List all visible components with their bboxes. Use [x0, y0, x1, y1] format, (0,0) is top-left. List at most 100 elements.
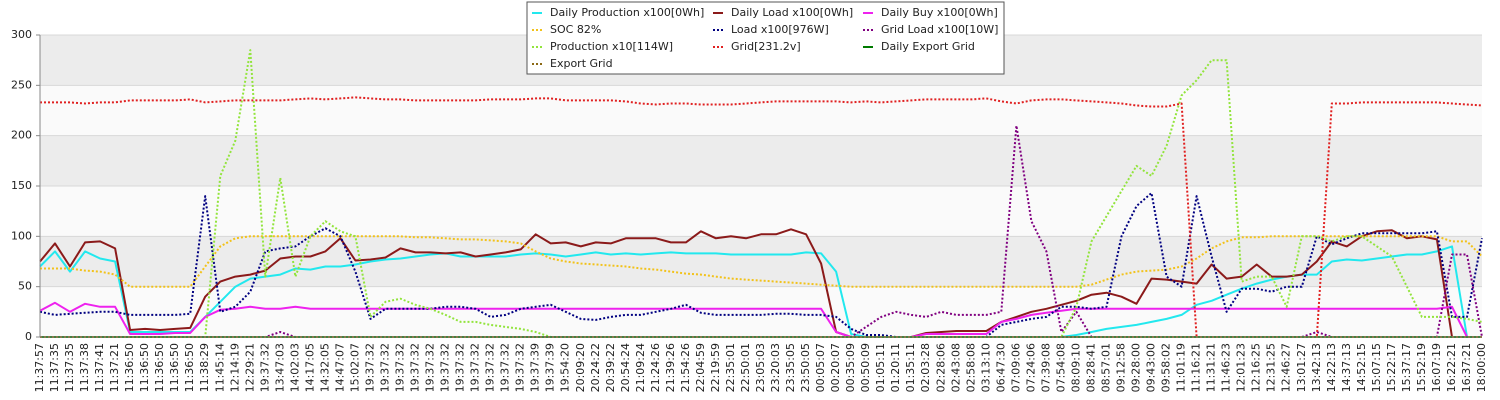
series-line: [40, 96, 1483, 338]
x-tick-label: 03:13:10: [979, 343, 992, 392]
x-tick-label: 02:43:08: [949, 343, 962, 392]
x-tick-label: 20:39:22: [604, 343, 617, 392]
x-tick-label: 11:36:50: [183, 343, 196, 392]
x-tick-label: 15:37:17: [1400, 343, 1413, 392]
x-tick-label: 01:05:11: [874, 343, 887, 392]
x-tick-label: 15:07:15: [1370, 343, 1383, 392]
x-tick-label: 20:24:22: [589, 343, 602, 392]
legend-label: Load x100[976W]: [731, 23, 829, 36]
x-tick-label: 11:37:57: [33, 343, 46, 392]
x-tick-label: 18:00:00: [1475, 343, 1488, 392]
x-tick-label: 11:36:50: [153, 343, 166, 392]
x-tick-label: 21:39:26: [664, 343, 677, 392]
y-tick-label: 100: [11, 229, 32, 242]
x-tick-label: 11:37:35: [48, 343, 61, 392]
x-tick-label: 14:22:13: [1325, 343, 1338, 392]
x-tick-label: 23:50:05: [799, 343, 812, 392]
x-tick-label: 11:37:41: [93, 343, 106, 392]
x-tick-label: 12:46:27: [1280, 343, 1293, 392]
x-tick-label: 11:37:21: [108, 343, 121, 392]
x-tick-label: 22:19:59: [709, 343, 722, 392]
x-tick-label: 11:46:23: [1220, 343, 1233, 392]
x-tick-label: 11:37:35: [63, 343, 76, 392]
x-tick-label: 11:36:50: [123, 343, 136, 392]
x-tick-label: 12:14:19: [228, 343, 241, 392]
x-tick-label: 16:22:21: [1445, 343, 1458, 392]
x-tick-label: 19:37:32: [409, 343, 422, 392]
legend: Daily Production x100[0Wh] Daily Load x10…: [526, 1, 1005, 75]
x-tick-label: 06:47:30: [994, 343, 1007, 392]
x-tick-label: 14:52:15: [1355, 343, 1368, 392]
x-tick-label: 00:05:07: [814, 343, 827, 392]
x-tick-label: 09:58:02: [1160, 343, 1173, 392]
x-tick-label: 23:35:05: [784, 343, 797, 392]
x-tick-label: 02:28:06: [934, 343, 947, 392]
x-tick-label: 08:09:10: [1069, 343, 1082, 392]
x-tick-label: 13:01:27: [1295, 343, 1308, 392]
x-tick-label: 21:24:26: [649, 343, 662, 392]
y-tick-label: 50: [18, 280, 32, 293]
series-line: [40, 235, 1483, 288]
grid-band: [40, 85, 1482, 136]
legend-box: [526, 1, 1005, 75]
x-tick-label: 23:05:03: [754, 343, 767, 392]
x-tick-label: 09:28:00: [1130, 343, 1143, 392]
x-tick-label: 15:52:19: [1415, 343, 1428, 392]
x-tick-label: 23:20:03: [769, 343, 782, 392]
x-tick-label: 14:47:07: [333, 343, 346, 392]
x-tick-label: 20:54:24: [619, 343, 632, 392]
x-tick-label: 07:09:06: [1009, 343, 1022, 392]
x-tick-label: 11:01:19: [1175, 343, 1188, 392]
x-tick-label: 09:12:58: [1115, 343, 1128, 392]
x-tick-label: 11:36:50: [168, 343, 181, 392]
x-tick-label: 00:35:09: [844, 343, 857, 392]
x-tick-label: 00:50:09: [859, 343, 872, 392]
x-tick-label: 07:54:08: [1054, 343, 1067, 392]
x-tick-label: 12:16:25: [1250, 343, 1263, 392]
x-tick-label: 08:28:41: [1084, 343, 1097, 392]
x-tick-label: 11:16:21: [1190, 343, 1203, 392]
x-tick-label: 20:09:20: [574, 343, 587, 392]
grid-band: [40, 286, 1482, 337]
legend-label: Grid[231.2v]: [731, 40, 801, 53]
x-tick-label: 11:45:14: [213, 343, 226, 392]
grid-band: [40, 186, 1482, 237]
x-tick-label: 19:37:32: [363, 343, 376, 392]
x-tick-label: 14:37:13: [1340, 343, 1353, 392]
x-tick-label: 01:20:11: [889, 343, 902, 392]
legend-label: Production x10[114W]: [550, 40, 673, 53]
x-tick-label: 11:37:38: [78, 343, 91, 392]
x-tick-label: 19:54:20: [559, 343, 572, 392]
x-tick-label: 19:37:32: [424, 343, 437, 392]
legend-label: Daily Production x100[0Wh]: [550, 6, 704, 19]
x-tick-label: 19:37:32: [394, 343, 407, 392]
y-tick-label: 0: [25, 330, 32, 343]
legend-label: SOC 82%: [550, 23, 601, 36]
x-tick-label: 19:37:32: [469, 343, 482, 392]
legend-label: Export Grid: [550, 57, 613, 70]
x-tick-label: 11:38:29: [198, 343, 211, 392]
x-tick-label: 11:36:50: [138, 343, 151, 392]
x-tick-label: 19:37:32: [484, 343, 497, 392]
x-tick-label: 19:37:32: [454, 343, 467, 392]
series-line: [39, 301, 1482, 338]
x-tick-label: 22:35:01: [724, 343, 737, 392]
x-tick-label: 11:31:21: [1205, 343, 1218, 392]
x-tick-label: 01:35:11: [904, 343, 917, 392]
y-tick-label: 300: [11, 28, 32, 41]
x-tick-label: 07:39:08: [1039, 343, 1052, 392]
y-tick-label: 150: [11, 179, 32, 192]
legend-label: Daily Buy x100[0Wh]: [881, 6, 998, 19]
grid-band: [40, 135, 1482, 186]
y-tick-label: 200: [11, 129, 32, 142]
x-tick-label: 15:22:17: [1385, 343, 1398, 392]
x-tick-label: 14:17:05: [303, 343, 316, 392]
x-tick-label: 08:57:01: [1099, 343, 1112, 392]
x-tick-label: 22:50:01: [739, 343, 752, 392]
x-tick-label: 02:03:28: [919, 343, 932, 392]
x-tick-label: 14:32:05: [318, 343, 331, 392]
x-tick-label: 00:20:07: [829, 343, 842, 392]
